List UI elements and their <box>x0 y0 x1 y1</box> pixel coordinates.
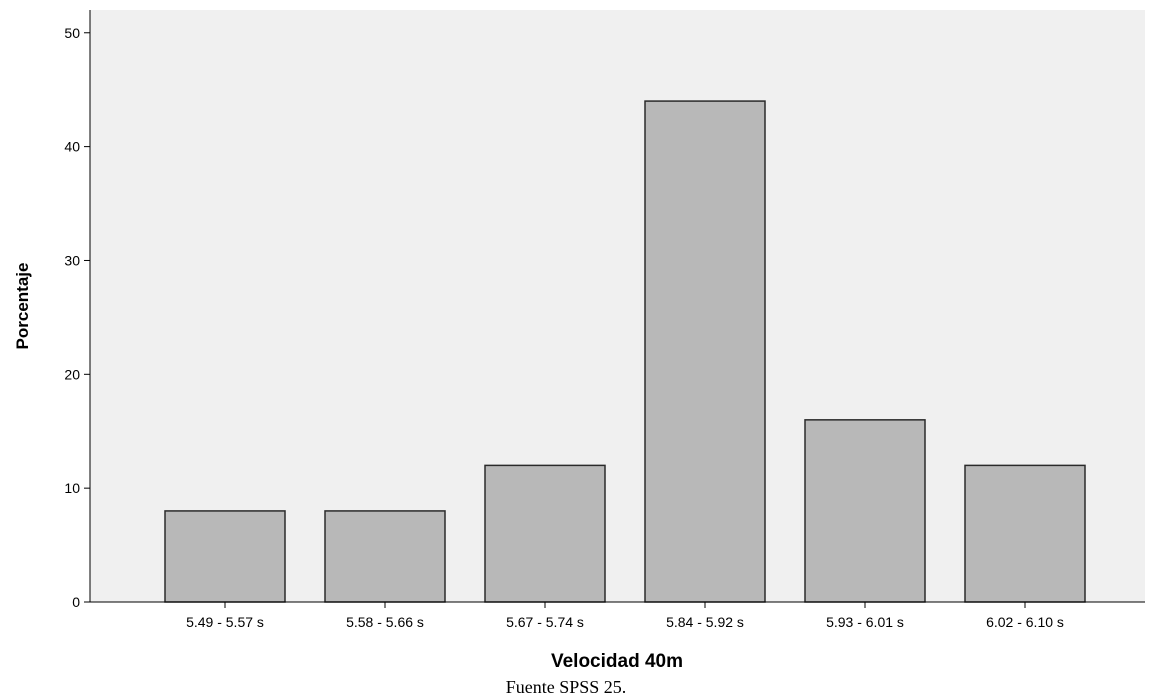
x-tick-label: 5.93 - 6.01 s <box>826 614 904 630</box>
bar <box>804 419 926 603</box>
x-tick-label: 5.84 - 5.92 s <box>666 614 744 630</box>
bar <box>964 464 1086 603</box>
bar <box>324 510 446 603</box>
bar <box>644 100 766 603</box>
y-tick-label: 30 <box>64 252 80 268</box>
y-axis: 0 10 20 30 40 50 <box>64 10 91 610</box>
x-axis: 5.49 - 5.57 s 5.58 - 5.66 s 5.67 - 5.74 s 5… <box>90 601 1145 630</box>
x-tick-label: 5.67 - 5.74 s <box>506 614 584 630</box>
source-caption: Fuente SPSS 25. <box>506 677 627 697</box>
y-tick-label: 0 <box>72 594 80 610</box>
bar <box>484 464 606 603</box>
y-axis-label: Porcentaje <box>13 263 32 350</box>
y-tick-label: 40 <box>64 139 80 155</box>
x-axis-label: Velocidad 40m <box>551 651 683 672</box>
y-tick-label: 50 <box>64 25 80 41</box>
y-tick-label: 10 <box>64 480 80 496</box>
bar <box>164 510 286 603</box>
x-tick-label: 5.49 - 5.57 s <box>186 614 264 630</box>
x-tick-label: 5.58 - 5.66 s <box>346 614 424 630</box>
y-tick-label: 20 <box>64 366 80 382</box>
x-tick-label: 6.02 - 6.10 s <box>986 614 1064 630</box>
